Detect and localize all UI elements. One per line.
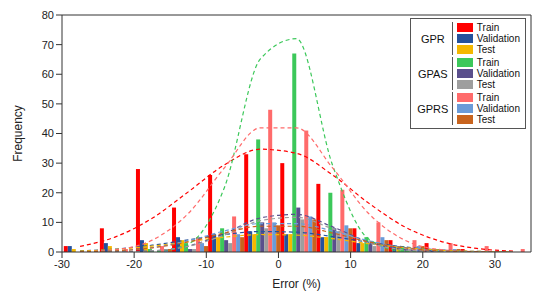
svg-text:80: 80 xyxy=(42,9,54,21)
html-text:Validation: Validation xyxy=(476,32,520,44)
svg-text:70: 70 xyxy=(42,39,54,51)
html-text:Validation: Validation xyxy=(476,67,520,79)
html-text:GPR: GPR xyxy=(420,32,445,45)
svg-text:10: 10 xyxy=(42,216,54,228)
html-text:Test: Test xyxy=(476,78,496,90)
html-text:Train: Train xyxy=(476,21,500,33)
svg-text:50: 50 xyxy=(42,98,54,110)
html-text:Train: Train xyxy=(476,56,500,68)
html-text:GPRS: GPRS xyxy=(417,102,449,115)
svg-text:0: 0 xyxy=(275,258,281,270)
svg-text:-30: -30 xyxy=(54,258,70,270)
svg-text:-10: -10 xyxy=(198,258,214,270)
html-text:Test: Test xyxy=(476,113,496,125)
svg-text:30: 30 xyxy=(42,157,54,169)
svg-text:-20: -20 xyxy=(126,258,142,270)
svg-text:Error (%): Error (%) xyxy=(272,277,321,291)
html-text:Validation: Validation xyxy=(476,102,520,114)
svg-text:30: 30 xyxy=(489,258,501,270)
html-text:Train: Train xyxy=(476,91,500,103)
svg-text:0: 0 xyxy=(48,246,54,258)
html-text:GPAS: GPAS xyxy=(417,67,448,80)
html-text:Test: Test xyxy=(476,43,496,55)
svg-text:20: 20 xyxy=(417,258,429,270)
svg-text:Frequency: Frequency xyxy=(11,105,25,162)
svg-text:40: 40 xyxy=(42,127,54,139)
svg-text:20: 20 xyxy=(42,187,54,199)
svg-text:60: 60 xyxy=(42,68,54,80)
svg-text:10: 10 xyxy=(344,258,356,270)
